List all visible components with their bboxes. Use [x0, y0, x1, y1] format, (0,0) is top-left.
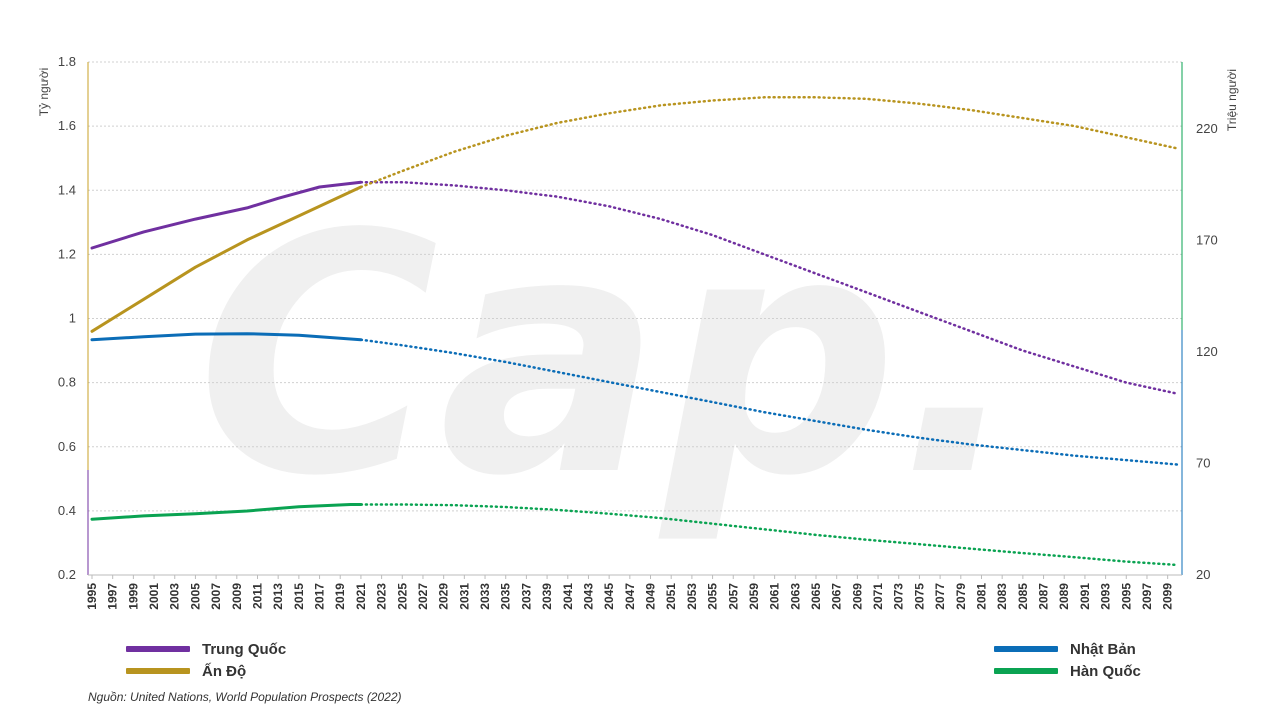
x-tick-label: 2097 [1140, 583, 1154, 610]
x-tick-label: 2025 [395, 583, 409, 610]
y-right-tick-label: 70 [1196, 455, 1210, 470]
series-line-historical [90, 185, 363, 333]
legend-label-japan: Nhật Bản [1070, 640, 1136, 658]
x-tick-label: 2053 [685, 583, 699, 610]
x-tick-label: 2049 [644, 583, 658, 610]
x-tick-label: 2039 [540, 583, 554, 610]
y-right-tick-label: 20 [1196, 567, 1210, 582]
x-tick-label: 2037 [519, 583, 533, 610]
y-left-tick-label: 1.4 [58, 182, 76, 197]
y-right-tick-label: 220 [1196, 121, 1218, 136]
x-tick-label: 2075 [912, 583, 926, 610]
x-tick-label: 2051 [664, 583, 678, 610]
legend-left: Trung Quốc Ấn Độ [126, 640, 286, 680]
x-tick-label: 2013 [271, 583, 285, 610]
legend-item-korea: Hàn Quốc [994, 662, 1141, 680]
x-tick-label: 2085 [1016, 583, 1030, 610]
x-tick-label: 2021 [354, 583, 368, 610]
legend-label-china: Trung Quốc [202, 640, 287, 658]
x-tick-label: 2003 [168, 583, 182, 610]
x-tick-label: 2007 [209, 583, 223, 610]
x-tick-label: 2069 [850, 583, 864, 610]
x-tick-label: 2029 [437, 583, 451, 610]
x-tick-label: 2031 [457, 583, 471, 610]
series-line-historical [90, 332, 363, 342]
x-tick-label: 2019 [333, 583, 347, 610]
y-left-tick-label: 1.2 [58, 246, 76, 261]
x-tick-label: 2077 [933, 583, 947, 610]
x-tick-label: 2079 [954, 583, 968, 610]
x-tick-label: 2045 [602, 583, 616, 610]
y-right-axis-title: Triệu người [1225, 69, 1239, 131]
legend-right: Nhật Bản Hàn Quốc [994, 640, 1141, 680]
y-left-tick-label: 0.8 [58, 375, 76, 390]
x-tick-label: 2027 [416, 583, 430, 610]
x-tick-label: 2083 [995, 583, 1009, 610]
legend-swatch-india [126, 668, 190, 674]
x-tick-label: 2071 [871, 583, 885, 610]
legend-item-japan: Nhật Bản [994, 640, 1141, 658]
source-note: Nguồn: United Nations, World Population … [88, 690, 402, 704]
legend-label-india: Ấn Độ [202, 662, 247, 680]
legend-item-china: Trung Quốc [126, 640, 286, 658]
y-left-tick-label: 0.2 [58, 567, 76, 582]
x-tick-label: 2023 [375, 583, 389, 610]
x-tick-label: 2035 [499, 583, 513, 610]
series-line-historical [90, 180, 363, 250]
x-tick-label: 2095 [1119, 583, 1133, 610]
legend-swatch-japan [994, 646, 1058, 652]
y-left-tick-label: 0.4 [58, 503, 76, 518]
x-tick-label: 2061 [768, 583, 782, 610]
x-tick-label: 2065 [809, 583, 823, 610]
y-left-axis-title: Tỷ người [37, 68, 51, 117]
x-tick-label: 2099 [1161, 583, 1175, 610]
legend-label-korea: Hàn Quốc [1070, 662, 1141, 680]
legend-item-india: Ấn Độ [126, 662, 286, 680]
x-tick-label: 2033 [478, 583, 492, 610]
y-right-tick-label: 120 [1196, 344, 1218, 359]
x-tick-label: 2089 [1057, 583, 1071, 610]
x-tick-label: 2081 [974, 583, 988, 610]
x-tick-label: 2017 [313, 583, 327, 610]
series-line-projection [359, 180, 1180, 396]
x-tick-label: 2011 [250, 583, 264, 609]
x-tick-label: 2009 [230, 583, 244, 610]
x-tick-label: 2057 [726, 583, 740, 610]
x-tick-label: 2073 [892, 583, 906, 610]
x-tick-label: 2093 [1099, 583, 1113, 610]
y-left-tick-label: 1 [69, 311, 76, 326]
legend-swatch-china [126, 646, 190, 652]
y-right-tick-label: 170 [1196, 232, 1218, 247]
x-tick-label: 2001 [147, 583, 161, 610]
x-tick-label: 2063 [788, 583, 802, 610]
x-tick-label: 1995 [85, 583, 99, 610]
x-tick-label: 2043 [581, 583, 595, 610]
x-tick-label: 2059 [747, 583, 761, 610]
x-tick-label: 2055 [706, 583, 720, 610]
x-tick-label: 2041 [561, 583, 575, 610]
series-line-historical [90, 503, 363, 521]
x-tick-label: 2091 [1078, 583, 1092, 610]
y-left-tick-label: 1.6 [58, 118, 76, 133]
x-tick-label: 1999 [126, 583, 140, 610]
legend-swatch-korea [994, 668, 1058, 674]
series-line-projection [359, 503, 1180, 567]
series-line-projection [359, 96, 1180, 189]
x-tick-label: 2067 [830, 583, 844, 610]
x-tick-label: 2015 [292, 583, 306, 610]
watermark-logo: Cap. [197, 164, 1023, 548]
y-left-tick-label: 1.8 [58, 54, 76, 69]
y-left-tick-label: 0.6 [58, 439, 76, 454]
series-line-projection [359, 338, 1180, 466]
x-tick-label: 2047 [623, 583, 637, 610]
x-tick-label: 2005 [188, 583, 202, 610]
x-tick-label: 1997 [106, 583, 120, 610]
x-tick-label: 2087 [1037, 583, 1051, 610]
